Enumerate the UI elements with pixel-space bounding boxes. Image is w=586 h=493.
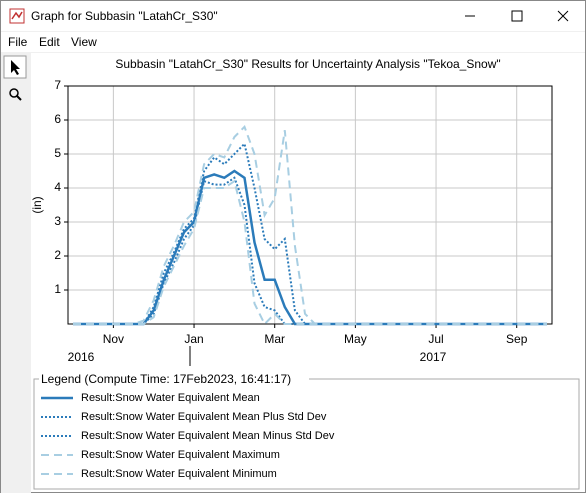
tools (3, 55, 27, 101)
x-tick-label: Jul (428, 332, 443, 346)
y-axis-label: (in) (31, 196, 44, 213)
chart-title: Subbasin "LatahCr_S30" Results for Uncer… (115, 57, 500, 71)
x-tick-label: Mar (264, 332, 285, 346)
y-tick-label: 2 (54, 248, 61, 262)
menu-view[interactable]: View (71, 35, 97, 49)
maximize[interactable] (511, 10, 523, 22)
legend-label: Result:Snow Water Equivalent Mean Minus … (81, 430, 335, 442)
legend-label: Result:Snow Water Equivalent Mean Plus S… (81, 411, 327, 423)
chart-background (31, 53, 585, 492)
y-tick-label: 1 (54, 282, 61, 296)
y-tick-label: 4 (54, 180, 61, 194)
chart: Subbasin "LatahCr_S30" Results for Uncer… (31, 53, 585, 492)
menu-file[interactable]: File (8, 35, 28, 49)
menu-bar: File Edit View (1, 32, 585, 52)
window-title: Graph for Subbasin "LatahCr_S30" (31, 9, 218, 23)
close[interactable] (557, 10, 569, 22)
x-tick-label: May (344, 332, 367, 346)
toolbar (1, 53, 31, 493)
legend-label: Result:Snow Water Equivalent Maximum (81, 449, 280, 461)
zoom-tool[interactable] (9, 88, 19, 98)
x-tick-label: Jan (184, 332, 203, 346)
y-tick-label: 7 (54, 78, 61, 92)
legend-label: Result:Snow Water Equivalent Mean (81, 392, 260, 404)
legend-label: Result:Snow Water Equivalent Minimum (81, 468, 277, 480)
x-tick-label: Nov (103, 332, 124, 346)
window-controls[interactable] (435, 1, 585, 31)
menu-edit[interactable]: Edit (39, 35, 60, 49)
title-bar: Graph for Subbasin "LatahCr_S30" (1, 1, 585, 31)
y-tick-label: 6 (54, 112, 61, 126)
legend-title-bg (39, 373, 309, 385)
legend-title: Legend (Compute Time: 17Feb2023, 16:41:1… (41, 372, 291, 386)
zoom-handle (16, 95, 22, 101)
arrow-icon (11, 60, 20, 75)
year-label: 2016 (68, 350, 95, 364)
app-icon (9, 8, 25, 24)
year-label: 2017 (420, 350, 447, 364)
y-tick-label: 5 (54, 146, 61, 160)
x-tick-label: Sep (506, 332, 528, 346)
series-line (73, 179, 547, 326)
y-tick-label: 3 (54, 214, 61, 228)
